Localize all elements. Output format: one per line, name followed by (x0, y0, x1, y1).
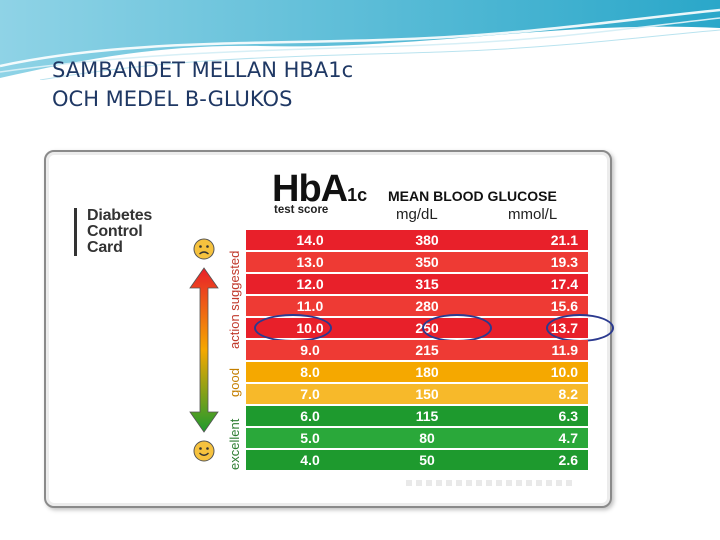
sad-face-icon (193, 238, 215, 260)
cell-mmol-l: 17.4 (550, 276, 578, 292)
cell-hba1c: 6.0 (300, 408, 320, 424)
table-row: 5.0 80 4.7 (246, 428, 588, 448)
cell-mg-dl: 250 (415, 320, 439, 336)
table-row: 9.0 215 11.9 (246, 340, 588, 360)
cell-mmol-l: 10.0 (550, 364, 578, 380)
cell-mmol-l: 2.6 (558, 452, 578, 468)
unit-mg-dl: mg/dL (396, 206, 438, 223)
table-row: 8.0 180 10.0 (246, 362, 588, 382)
unit-mmol-l: mmol/L (508, 206, 558, 223)
cell-mg-dl: 280 (415, 298, 439, 314)
table-row: 4.0 50 2.6 (246, 450, 588, 470)
table-row: 11.0 280 15.6 (246, 296, 588, 316)
table-row: 6.0 115 6.3 (246, 406, 588, 426)
table-row: 12.0 315 17.4 (246, 274, 588, 294)
slide-title-line2: OCH MEDEL B-GLUKOS (52, 87, 293, 111)
cell-hba1c: 10.0 (296, 320, 324, 336)
slide-title: SAMBANDET MELLAN HBA1c OCH MEDEL B-GLUKO… (52, 56, 353, 114)
band-label-excellent: excellent (227, 418, 242, 470)
cell-hba1c: 5.0 (300, 430, 320, 446)
mean-blood-glucose-heading: MEAN BLOOD GLUCOSE (388, 188, 557, 204)
cell-mg-dl: 215 (415, 342, 439, 358)
band-label-action-suggested: action suggested (227, 250, 242, 349)
cell-mmol-l: 11.9 (551, 342, 578, 358)
test-score-label: test score (274, 204, 329, 216)
cell-mg-dl: 115 (415, 408, 439, 424)
cell-hba1c: 12.0 (296, 276, 324, 292)
cell-mmol-l: 4.7 (558, 430, 578, 446)
cell-mmol-l: 19.3 (550, 254, 578, 270)
hba1c-subscript: 1c (347, 185, 368, 205)
double-arrow-icon (189, 267, 219, 433)
faint-footer-text (406, 480, 576, 486)
cell-hba1c: 14.0 (296, 232, 324, 248)
band-label-good: good (227, 368, 242, 397)
slide-title-line1: SAMBANDET MELLAN HBA1c (52, 58, 354, 82)
cell-mg-dl: 80 (419, 430, 435, 446)
card-label: Diabetes Control Card (74, 208, 152, 256)
cell-mmol-l: 13.7 (550, 320, 578, 336)
cell-mg-dl: 150 (415, 386, 439, 402)
diabetes-control-card: Diabetes Control Card HbA1c test score M… (44, 150, 614, 508)
cell-mg-dl: 315 (415, 276, 439, 292)
table-row: 10.0 250 13.7 (246, 318, 588, 338)
smiling-face-icon (193, 440, 215, 462)
cell-mmol-l: 15.6 (550, 298, 578, 314)
cell-hba1c: 9.0 (300, 342, 320, 358)
hba1c-main-text: HbA (272, 168, 348, 210)
table-row: 14.0 380 21.1 (246, 230, 588, 250)
cell-hba1c: 7.0 (300, 386, 320, 402)
hba1c-heading: HbA1c (272, 170, 367, 208)
cell-mmol-l: 8.2 (558, 386, 578, 402)
cell-mmol-l: 6.3 (558, 408, 578, 424)
cell-mg-dl: 180 (415, 364, 439, 380)
card-label-line2: Control (87, 223, 143, 240)
header-wave-decoration (0, 0, 720, 80)
cell-hba1c: 11.0 (296, 298, 324, 314)
card-label-line3: Card (87, 239, 123, 256)
card-label-line1: Diabetes (87, 207, 153, 224)
cell-mmol-l: 21.1 (550, 232, 578, 248)
cell-mg-dl: 350 (415, 254, 439, 270)
cell-mg-dl: 50 (419, 452, 435, 468)
table-row: 7.0 150 8.2 (246, 384, 588, 404)
hba1c-glucose-table: 14.0 380 21.1 13.0 350 19.3 12.0 315 17.4 11.0 280… (246, 230, 614, 472)
cell-hba1c: 8.0 (300, 364, 320, 380)
cell-mg-dl: 380 (415, 232, 439, 248)
table-row: 13.0 350 19.3 (246, 252, 588, 272)
cell-hba1c: 13.0 (296, 254, 324, 270)
cell-hba1c: 4.0 (300, 452, 320, 468)
